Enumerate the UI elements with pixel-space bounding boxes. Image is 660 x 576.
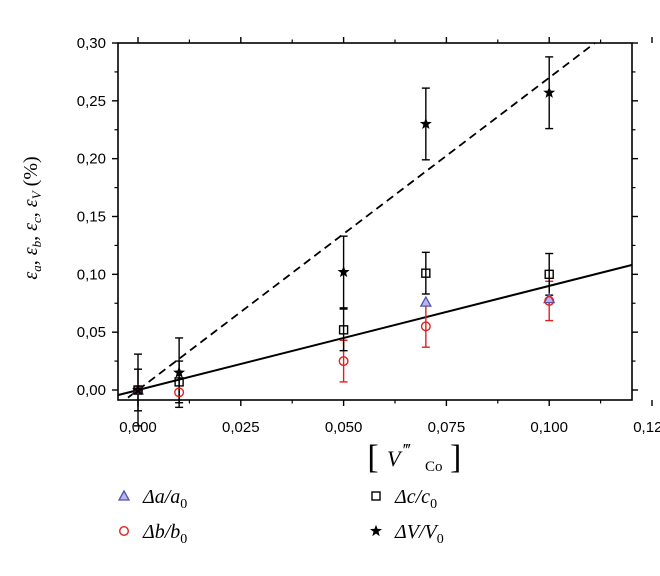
x-tick-label: 0,025 xyxy=(222,419,260,436)
y-tick-label: 0,25 xyxy=(77,93,106,110)
x-axis-title-sub: Co xyxy=(425,459,443,475)
data-point xyxy=(173,366,186,378)
data-point xyxy=(544,295,555,306)
plot-axes xyxy=(112,37,653,406)
legend-label: ΔV/V0 xyxy=(394,521,444,547)
y-axis-title: εa, εb, εc, εV (%) xyxy=(20,156,44,279)
data-point xyxy=(544,269,554,280)
x-axis-bracket-right: ] xyxy=(450,439,461,476)
data-point xyxy=(543,86,556,98)
data-point xyxy=(338,325,349,335)
plot-frame xyxy=(117,42,633,401)
x-axis-title: [ V ‴ Co ] xyxy=(367,439,461,476)
y-tick-label: 0,10 xyxy=(77,266,106,283)
fit-line-dashed xyxy=(123,43,597,400)
x-axis-title-main: V xyxy=(387,446,403,471)
legend-label: Δa/a0 xyxy=(142,486,187,512)
x-tick-label: 0,050 xyxy=(325,419,363,436)
data-point xyxy=(421,268,431,278)
tick-labels: 0,000 0,025 0,050 0,075 0,100 0,125 0,00 0,05 0,… xyxy=(77,35,660,436)
x-tick-label: 0,000 xyxy=(119,419,157,436)
data-point xyxy=(338,356,349,367)
y-tick-label: 0,00 xyxy=(77,382,106,399)
legend-label: Δc/c0 xyxy=(394,486,437,512)
x-tick-label: 0,125 xyxy=(633,419,660,436)
x-tick-label: 0,075 xyxy=(428,419,466,436)
fit-lines xyxy=(118,43,632,400)
legend-marker xyxy=(370,524,382,537)
legend-item: Δc/c0 xyxy=(371,486,437,512)
x-tick-label: 0,100 xyxy=(530,419,568,436)
legend-item: Δa/a0 xyxy=(117,486,187,512)
legend-marker xyxy=(117,489,131,501)
y-axis-title-text: εa, εb, εc, εV (%) xyxy=(20,156,44,279)
legend: Δa/a0 Δb/b0 Δc/c0 ΔV/V0 xyxy=(117,486,444,547)
legend-item: ΔV/V0 xyxy=(370,521,444,547)
data-point xyxy=(174,387,185,398)
x-axis-bracket-left: [ xyxy=(367,439,378,476)
data-point xyxy=(420,321,431,332)
fit-line-solid xyxy=(118,263,632,397)
legend-item: Δb/b0 xyxy=(118,521,187,547)
data-point xyxy=(543,292,556,304)
legend-label: Δb/b0 xyxy=(142,521,187,547)
x-axis-title-prime: ‴ xyxy=(402,440,411,460)
y-tick-label: 0,15 xyxy=(77,208,106,225)
data-markers xyxy=(131,86,556,398)
y-tick-label: 0,05 xyxy=(77,324,106,341)
data-point xyxy=(174,377,184,387)
data-point xyxy=(419,295,432,307)
data-point xyxy=(132,383,144,396)
y-tick-label: 0,20 xyxy=(77,151,106,168)
data-point xyxy=(337,265,350,278)
legend-marker xyxy=(118,526,129,537)
y-tick-label: 0,30 xyxy=(77,35,106,52)
error-bars xyxy=(134,56,554,427)
data-point xyxy=(419,117,432,130)
legend-marker xyxy=(371,491,381,501)
